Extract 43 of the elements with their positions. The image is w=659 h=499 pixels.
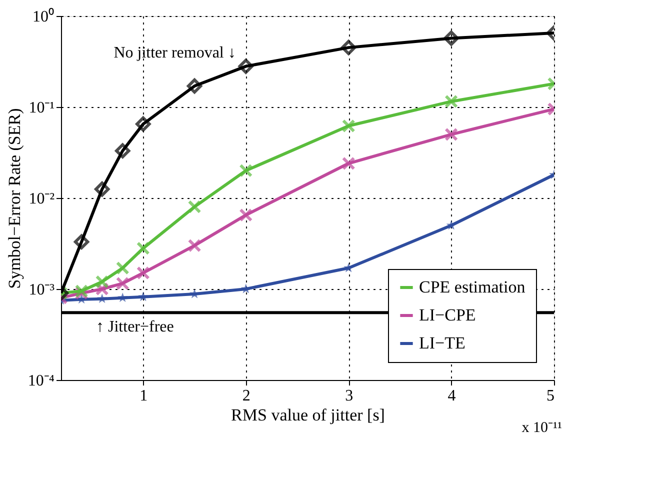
y-tick-label: 10⁰ [32,8,54,26]
x-tick-label: 3 [345,388,354,404]
point [136,116,151,132]
x-tick-label: 1 [140,388,148,404]
point [444,128,458,142]
y-tick-label: 10⁻² [28,190,55,208]
x-tick-label: 5 [546,388,554,404]
annotation: No jitter removal ↓ [114,44,236,62]
point [95,275,109,289]
point [444,30,459,46]
point [116,261,130,275]
point [239,164,253,178]
point [186,78,202,94]
point [188,200,202,214]
point [342,119,356,133]
point [136,266,150,280]
point [342,156,356,170]
point [340,40,356,56]
x-tick-label: 4 [448,388,456,404]
legend-label: LI−CPE [419,306,476,324]
point [239,208,253,222]
point [188,238,202,252]
y-tick-label: 10⁻³ [28,282,55,298]
point [238,58,254,74]
point [190,288,200,298]
legend-label: CPE estimation [419,278,526,296]
x-tick-label: 2 [242,388,250,404]
ref-line-label: ↑ Jitter−free [96,318,174,336]
y-tick-label: 10⁻⁴ [28,372,55,390]
point [444,94,458,108]
legend-label: LI−TE [419,334,466,352]
point [97,294,108,304]
y-axis-title: Symbol−Error Rate (SER) [4,108,24,289]
point [118,292,128,302]
point [115,143,130,158]
x-axis-title: RMS value of jitter [s] [231,406,385,424]
point [94,182,110,197]
point [116,276,130,290]
text: x 10⁻¹¹ [522,420,562,436]
point [136,242,150,256]
y-tick-label: 10⁻¹ [28,100,55,116]
point [74,234,90,250]
point [138,292,148,302]
